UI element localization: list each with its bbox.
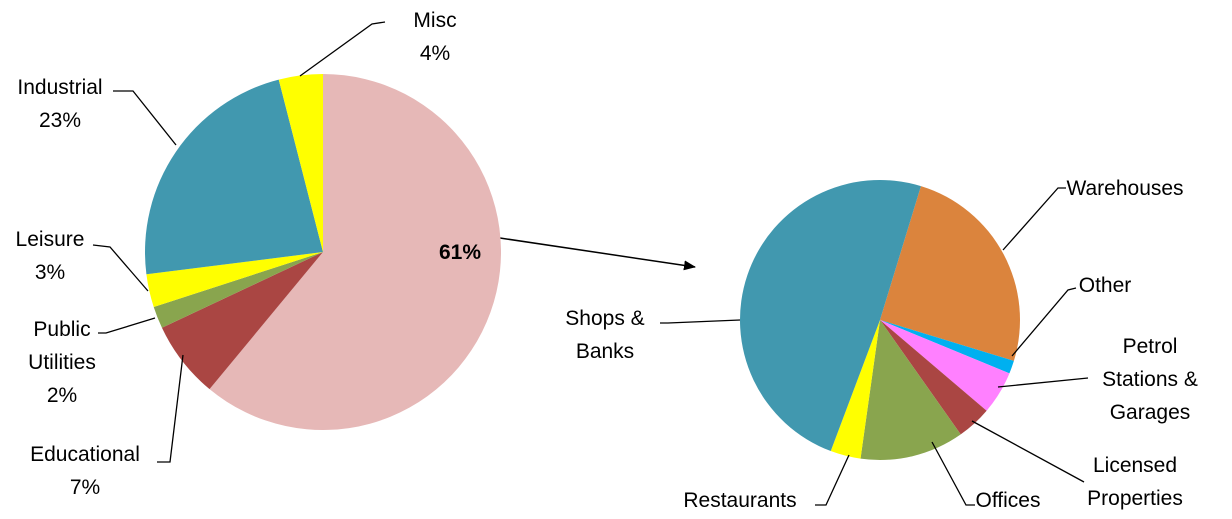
leader-line (299, 21, 386, 77)
leader-line (157, 354, 184, 463)
slice-label: Licensed Properties (1075, 449, 1195, 515)
value-label: 7% (69, 476, 101, 499)
category-label: Offices (975, 489, 1041, 512)
category-label: Public Utilities (28, 318, 96, 374)
category-label: Shops & Banks (565, 307, 645, 363)
pie-slice (860, 320, 961, 460)
leader-line (113, 90, 177, 146)
leader-line (1002, 187, 1066, 251)
slice-label: Shops & Banks (550, 302, 660, 368)
category-label: Educational (30, 443, 140, 466)
category-label: Restaurants (683, 489, 797, 512)
slice-label: Restaurants (670, 484, 810, 517)
value-label: 3% (34, 261, 66, 284)
pie-slice (739, 179, 921, 452)
leader-line (660, 319, 741, 324)
leader-line (971, 420, 1085, 483)
category-label: Leisure (15, 228, 85, 251)
slice-label: Educational 7% (0, 438, 170, 504)
pie-slice (161, 252, 323, 390)
leader-line (931, 441, 975, 506)
category-label: Misc (413, 9, 457, 32)
pie-slice (146, 252, 323, 308)
slice-label: Other (1065, 269, 1145, 302)
value-label: 23% (38, 109, 82, 132)
pie-slice (153, 252, 323, 328)
value-label: 4% (419, 42, 451, 65)
leader-line (1011, 287, 1077, 357)
slice-label: Industrial 23% (0, 71, 125, 137)
pie-slice (880, 320, 1010, 411)
value-label: 61% (438, 241, 482, 264)
category-label: Industrial (17, 76, 103, 99)
pie-slice (830, 320, 880, 459)
leader-line (98, 317, 156, 334)
pie-slice (144, 79, 323, 275)
value-label: 2% (46, 384, 78, 407)
category-label: Petrol Stations & Garages (1102, 335, 1198, 424)
pie-slice (880, 186, 1020, 361)
slice-label: Offices (963, 484, 1053, 517)
pie-slice (880, 320, 1014, 374)
slice-label: Leisure 3% (0, 223, 105, 289)
category-label: Licensed Properties (1087, 454, 1183, 510)
slice-label: Warehouses (1050, 172, 1200, 205)
leader-line (997, 377, 1089, 388)
slice-label: Public Utilities 2% (7, 313, 117, 412)
category-label: Other (1078, 274, 1132, 297)
category-label: Warehouses (1066, 177, 1184, 200)
slice-label: 61% (420, 236, 500, 269)
slice-label: Petrol Stations & Garages (1090, 330, 1210, 429)
pie-slice (278, 74, 323, 252)
leader-line (92, 244, 149, 292)
pie-slice (209, 74, 502, 430)
connector-arrow (499, 237, 696, 271)
pie-slice (880, 320, 987, 435)
slice-label: Misc 4% (395, 4, 475, 70)
leader-line (815, 454, 850, 506)
